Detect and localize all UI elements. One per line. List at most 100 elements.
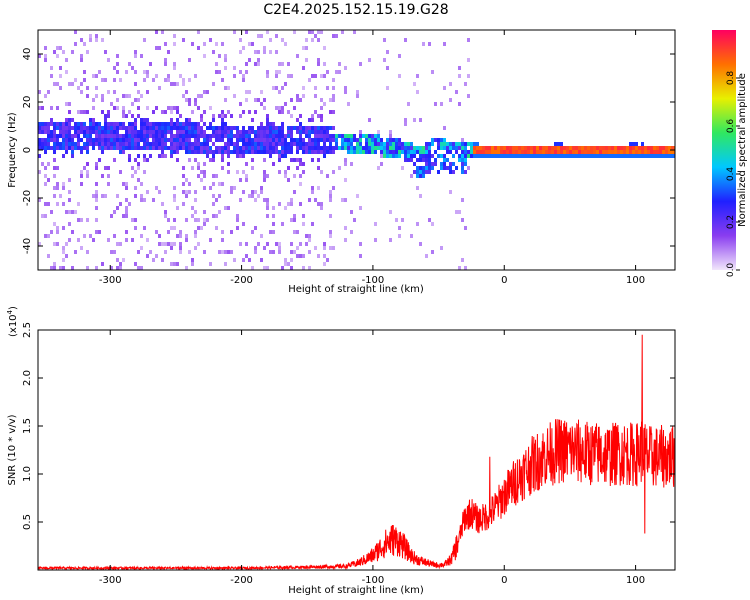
heatmap-cell [191, 150, 194, 154]
heatmap-cell [113, 158, 116, 162]
heatmap-cell [269, 130, 272, 134]
heatmap-cell [317, 58, 320, 62]
heatmap-cell [176, 82, 179, 86]
heatmap-cell [611, 154, 614, 158]
heatmap-cell [623, 154, 626, 158]
heatmap-cell [47, 130, 50, 134]
heatmap-cell [200, 126, 203, 130]
heatmap-cell [203, 130, 206, 134]
heatmap-cell [380, 146, 383, 150]
y-tick-label: 1.5 [22, 418, 33, 434]
heatmap-cell [146, 146, 149, 150]
heatmap-cell [377, 166, 380, 170]
heatmap-cell [320, 30, 323, 34]
heatmap-cell [302, 94, 305, 98]
heatmap-cell [224, 262, 227, 266]
heatmap-cell [371, 150, 374, 154]
heatmap-cell [95, 194, 98, 198]
heatmap-cell [329, 230, 332, 234]
heatmap-cell [218, 146, 221, 150]
heatmap-cell [410, 234, 413, 238]
heatmap-cell [77, 202, 80, 206]
heatmap-cell [77, 130, 80, 134]
heatmap-cell [284, 174, 287, 178]
heatmap-cell [257, 126, 260, 130]
heatmap-cell [341, 134, 344, 138]
heatmap-cell [212, 118, 215, 122]
heatmap-cell [299, 122, 302, 126]
heatmap-cell [401, 218, 404, 222]
heatmap-cell [284, 170, 287, 174]
heatmap-cell [191, 122, 194, 126]
heatmap-cell [416, 150, 419, 154]
heatmap-cell [47, 134, 50, 138]
heatmap-cell [320, 106, 323, 110]
heatmap-cell [74, 146, 77, 150]
heatmap-cell [299, 242, 302, 246]
heatmap-cell [359, 134, 362, 138]
heatmap-cell [197, 130, 200, 134]
heatmap-cell [263, 266, 266, 270]
heatmap-cell [266, 30, 269, 34]
heatmap-cell [281, 146, 284, 150]
heatmap-cell [80, 130, 83, 134]
heatmap-cell [182, 78, 185, 82]
heatmap-cell [158, 126, 161, 130]
heatmap-cell [440, 138, 443, 142]
heatmap-cell [461, 198, 464, 202]
heatmap-cell [221, 78, 224, 82]
heatmap-cell [197, 106, 200, 110]
heatmap-cell [104, 118, 107, 122]
heatmap-cell [440, 162, 443, 166]
heatmap-cell [455, 150, 458, 154]
heatmap-cell [134, 50, 137, 54]
heatmap-cell [407, 142, 410, 146]
heatmap-cell [515, 146, 518, 150]
heatmap-cell [242, 142, 245, 146]
heatmap-cell [521, 150, 524, 154]
heatmap-cell [305, 46, 308, 50]
heatmap-cell [395, 218, 398, 222]
heatmap-cell [86, 218, 89, 222]
heatmap-cell [335, 70, 338, 74]
heatmap-cell [83, 126, 86, 130]
heatmap-cell [266, 134, 269, 138]
x-tick-label: -300 [99, 275, 122, 286]
heatmap-cell [122, 126, 125, 130]
heatmap-cell [50, 134, 53, 138]
heatmap-cell [86, 134, 89, 138]
heatmap-cell [275, 130, 278, 134]
heatmap-cell [107, 130, 110, 134]
heatmap-cell [185, 134, 188, 138]
heatmap-cell [548, 150, 551, 154]
heatmap-cell [332, 138, 335, 142]
heatmap-cell [44, 138, 47, 142]
heatmap-cell [203, 222, 206, 226]
heatmap-cell [86, 50, 89, 54]
heatmap-cell [545, 154, 548, 158]
heatmap-cell [227, 86, 230, 90]
heatmap-cell [293, 138, 296, 142]
heatmap-cell [386, 146, 389, 150]
heatmap-cell [263, 138, 266, 142]
heatmap-cell [143, 126, 146, 130]
colorbar-tick-label: 0.2 [726, 215, 736, 229]
heatmap-cell [185, 118, 188, 122]
heatmap-cell [56, 54, 59, 58]
heatmap-cell [443, 146, 446, 150]
heatmap-cell [113, 78, 116, 82]
heatmap-cell [626, 154, 629, 158]
heatmap-cell [545, 150, 548, 154]
heatmap-cell [479, 154, 482, 158]
heatmap-cell [224, 150, 227, 154]
heatmap-cell [458, 146, 461, 150]
heatmap-cell [53, 194, 56, 198]
snr-x-axis-label: Height of straight line (km) [288, 585, 424, 596]
heatmap-cell [134, 186, 137, 190]
heatmap-cell [239, 70, 242, 74]
heatmap-cell [200, 142, 203, 146]
heatmap-cell [617, 154, 620, 158]
heatmap-cell [53, 122, 56, 126]
heatmap-cell [428, 218, 431, 222]
